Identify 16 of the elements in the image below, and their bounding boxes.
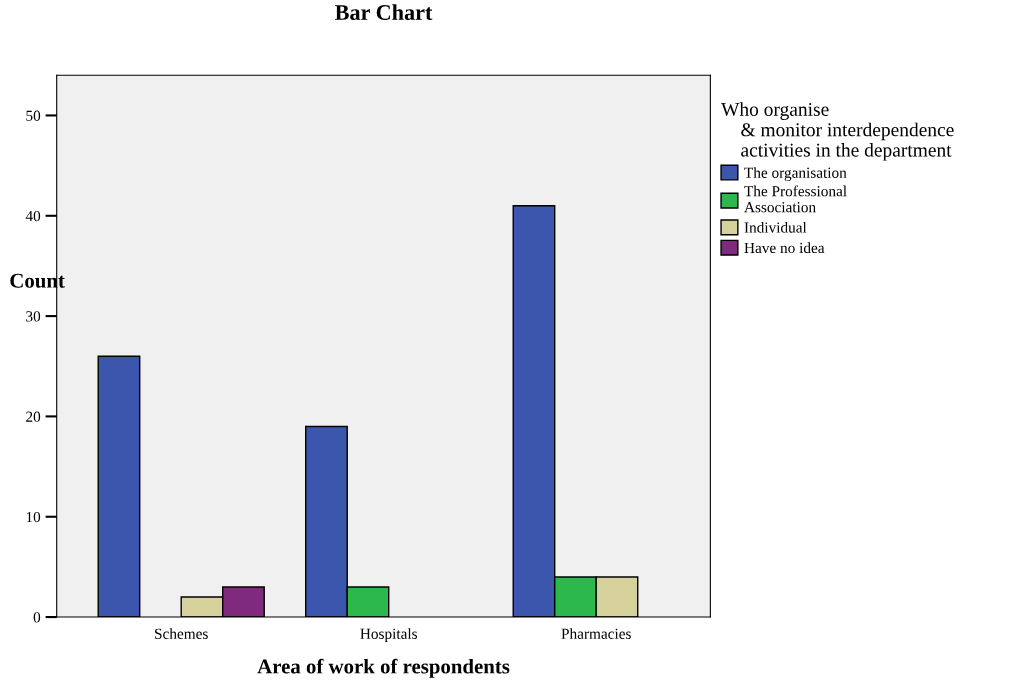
x-tick-label: Schemes	[155, 628, 208, 639]
x-axis-title: Area of work of respondents	[257, 658, 510, 678]
y-tick-label: 20	[26, 411, 41, 422]
legend-title: Who organise & monitor interdependence activities in the department	[721, 102, 954, 161]
x-tick-label: Hospitals	[360, 628, 418, 643]
legend-label: The Professional Association	[744, 185, 847, 213]
y-tick-label: 50	[26, 110, 41, 121]
y-tick-label: 0	[33, 612, 41, 623]
legend-label: Have no idea	[744, 242, 825, 254]
y-tick-label: 40	[25, 210, 41, 222]
legend-label: Individual	[744, 221, 807, 233]
x-tick-label: Pharmacies	[561, 628, 631, 639]
chart-title: Bar Chart	[335, 4, 433, 20]
legend-label: The organisation	[744, 167, 847, 182]
y-tick-label: 10	[26, 511, 41, 523]
y-tick-label: 30	[26, 311, 41, 322]
